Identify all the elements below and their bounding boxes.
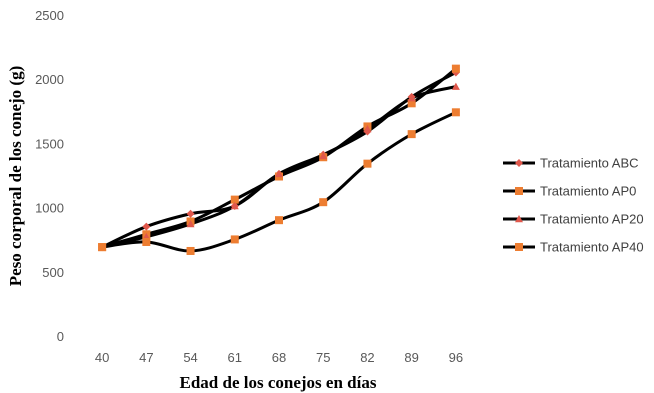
x-tick-label: 96 [449, 350, 463, 365]
data-point [142, 237, 151, 246]
legend-item: Tratamiento AP20 [503, 212, 644, 227]
legend-marker [515, 187, 523, 195]
y-axis-ticks: 0 500 1000 1500 2000 2500 [35, 8, 64, 344]
y-tick-label: 2500 [35, 8, 64, 23]
legend-item: Tratamiento AP40 [503, 240, 644, 255]
x-tick-label: 82 [360, 350, 374, 365]
x-tick-label: 61 [228, 350, 242, 365]
legend-item: Tratamiento AP0 [503, 184, 636, 199]
legend-marker [515, 159, 523, 167]
y-tick-label: 1500 [35, 136, 64, 151]
data-point [451, 82, 460, 90]
legend-marker [515, 243, 523, 251]
x-tick-label: 54 [183, 350, 197, 365]
data-point [275, 216, 283, 225]
x-tick-label: 47 [139, 350, 153, 365]
data-point [142, 222, 151, 231]
data-point [186, 220, 195, 228]
data-point [275, 169, 283, 178]
x-tick-label: 75 [316, 350, 330, 365]
legend-label: Tratamiento AP20 [540, 212, 644, 227]
legend-marker [515, 215, 523, 223]
data-point [230, 195, 239, 204]
x-axis-title: Edad de los conejos en días [180, 373, 377, 392]
legend-label: Tratamiento AP40 [540, 240, 644, 255]
x-tick-label: 68 [272, 350, 286, 365]
legend: Tratamiento ABC Tratamiento AP0 Tratamient… [503, 156, 644, 255]
series-line-4 [100, 110, 458, 253]
x-tick-label: 89 [404, 350, 418, 365]
data-point [407, 130, 416, 139]
data-point [451, 108, 460, 117]
series-markers [98, 64, 460, 255]
data-point [451, 64, 460, 73]
y-tick-label: 500 [42, 265, 64, 280]
y-tick-label: 0 [57, 329, 64, 344]
data-point [319, 151, 328, 160]
data-point [230, 202, 239, 210]
y-tick-label: 1000 [35, 201, 64, 216]
data-point [186, 209, 195, 218]
legend-item: Tratamiento ABC [503, 156, 639, 171]
legend-label: Tratamiento AP0 [540, 184, 636, 199]
data-point [319, 198, 328, 207]
data-point [407, 99, 416, 108]
y-axis-title: Peso corporal de los conejo (g) [6, 66, 25, 286]
data-point [230, 235, 239, 244]
data-point [363, 159, 372, 168]
y-tick-label: 2000 [35, 72, 64, 87]
x-axis-ticks: 40 47 54 61 68 75 82 89 96 [95, 350, 463, 365]
data-point [98, 243, 107, 252]
x-tick-label: 40 [95, 350, 109, 365]
data-point [407, 94, 416, 102]
data-point [363, 124, 372, 133]
legend-label: Tratamiento ABC [540, 156, 639, 171]
data-point [186, 246, 195, 255]
